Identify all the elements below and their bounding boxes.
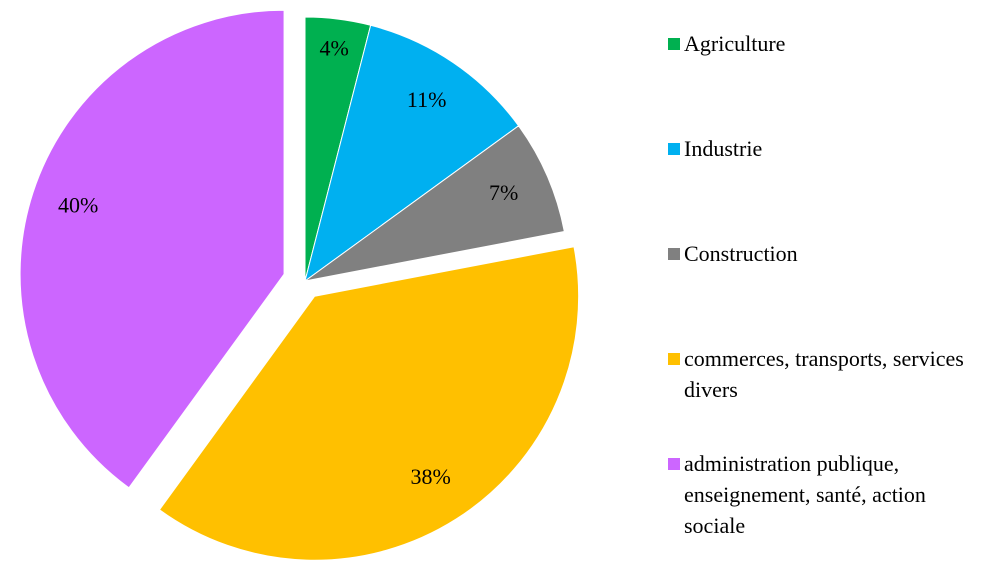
legend-label: Industrie <box>684 136 763 161</box>
legend-item: Agriculture <box>668 28 968 59</box>
pie-slice <box>158 246 580 561</box>
legend-item: Industrie <box>668 133 968 164</box>
data-label: 4% <box>319 36 348 61</box>
legend-swatch <box>668 458 680 470</box>
legend-label: administration publique, enseignement, s… <box>684 451 926 538</box>
legend-swatch <box>668 38 680 50</box>
data-label: 7% <box>489 180 518 205</box>
pie-slice <box>304 24 520 283</box>
pie-slice <box>304 125 565 282</box>
pie-slice <box>19 9 285 489</box>
legend-item: Construction <box>668 238 968 269</box>
legend-item: administration publique, enseignement, s… <box>668 448 968 541</box>
data-label: 38% <box>410 464 450 489</box>
data-label: 40% <box>58 192 98 217</box>
legend-label: commerces, transports, services divers <box>684 346 964 402</box>
legend-label: Agriculture <box>684 31 786 56</box>
legend-swatch <box>668 143 680 155</box>
legend-swatch <box>668 248 680 260</box>
legend-swatch <box>668 353 680 365</box>
legend-label: Construction <box>684 241 798 266</box>
legend-item: commerces, transports, services divers <box>668 343 968 405</box>
data-label: 11% <box>407 87 447 112</box>
